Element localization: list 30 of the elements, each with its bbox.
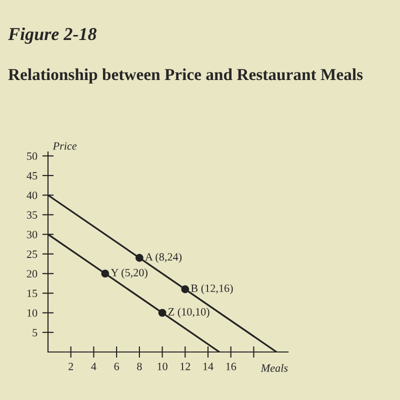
x-tick-label: 4 [91, 362, 96, 370]
x-axis-title: Meals [260, 364, 288, 372]
x-tick-label: 6 [114, 362, 120, 370]
x-tick-label: 16 [226, 362, 236, 370]
chart-title: Relationship between Price and Restaurant Meals [8, 68, 363, 84]
x-tick-label: 8 [137, 362, 142, 370]
y-tick-label: 20 [26, 270, 38, 278]
point [135, 254, 144, 262]
annotation: A (8,24) [145, 252, 182, 263]
y-tick-label: 35 [27, 211, 38, 219]
y-tick-label: 30 [27, 230, 38, 238]
y-tick-label: 25 [26, 250, 38, 258]
x-tick-label: 2 [68, 362, 74, 370]
point [101, 270, 110, 278]
y-tick-label: 45 [26, 172, 38, 180]
annotation: B (12,16) [191, 284, 233, 294]
y-tick-label: 10 [27, 309, 38, 317]
y-tick-label: 40 [26, 192, 38, 200]
x-tick-label: 12 [180, 362, 190, 370]
y-tick-label: 50 [27, 152, 38, 160]
caption: Figure 2-18 [8, 27, 97, 44]
annotation: Y (5,20) [110, 268, 148, 279]
y-tick-label: 5 [32, 328, 38, 336]
point [158, 308, 166, 317]
annotation: Z (10,10) [168, 308, 210, 318]
point [181, 285, 190, 294]
y-tick-label: 15 [27, 290, 38, 298]
x-tick-label: 14 [203, 362, 214, 370]
x-tick-label: 10 [158, 362, 168, 370]
y-axis-title: Price [52, 142, 77, 150]
